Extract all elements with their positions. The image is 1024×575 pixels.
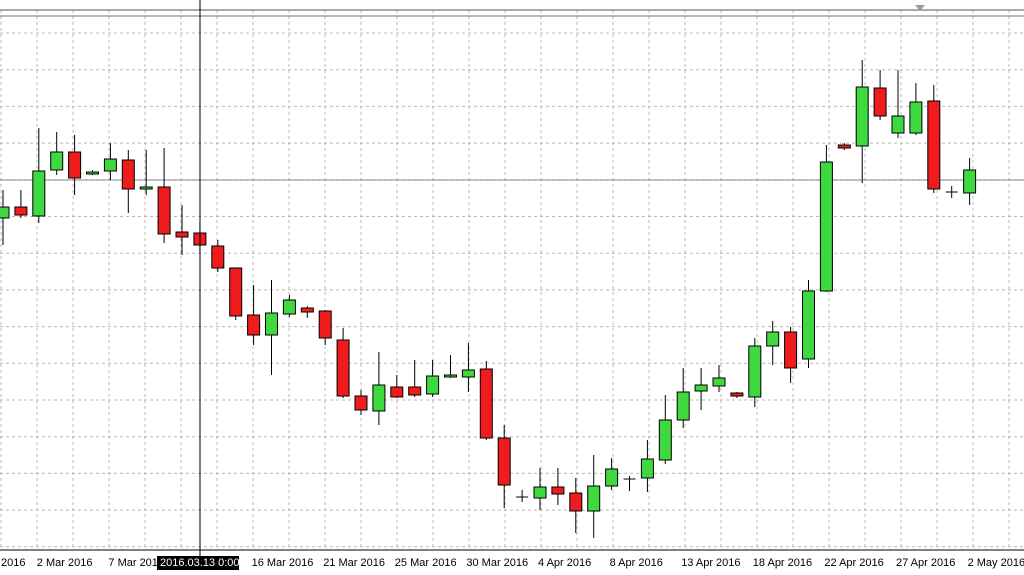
candle-body xyxy=(819,161,833,292)
candle-body xyxy=(372,384,386,412)
candle-body xyxy=(802,290,815,360)
candle-body xyxy=(479,368,493,439)
candle-body xyxy=(282,299,296,315)
candle-body xyxy=(426,375,440,395)
candle-body xyxy=(891,115,905,134)
x-tick-label: 18 Apr 2016 xyxy=(753,557,812,569)
candle-body xyxy=(229,267,243,317)
candle-body xyxy=(86,171,99,175)
x-labels: 2016 2 Mar 2016 7 Mar 2016 16 Mar 2016 21 Ma… xyxy=(1,557,1024,569)
x-tick-label: 4 Apr 2016 xyxy=(538,557,591,569)
shift-marker xyxy=(915,5,925,11)
candle-body xyxy=(909,101,923,134)
candle-body xyxy=(50,151,64,171)
x-tick-label: 21 Mar 2016 xyxy=(323,557,385,569)
candle-body xyxy=(497,437,511,486)
candle-body xyxy=(103,158,117,172)
candle-body xyxy=(766,331,780,347)
grid xyxy=(0,10,1024,550)
x-tick-label: 2016 xyxy=(1,557,25,569)
candle-body xyxy=(175,231,189,238)
candle-body xyxy=(569,492,583,512)
candle-body xyxy=(461,369,475,378)
candle-body xyxy=(533,486,547,499)
candle-body xyxy=(354,395,368,411)
candle-body xyxy=(855,86,869,147)
candle-body xyxy=(0,206,10,219)
candle-body xyxy=(837,144,851,149)
candle-body xyxy=(121,159,135,190)
candle-body xyxy=(730,392,744,397)
candle-body xyxy=(265,312,278,336)
candles xyxy=(0,60,977,538)
candle-body xyxy=(963,169,977,194)
candle-body xyxy=(68,151,82,179)
x-tick-label: 16 Mar 2016 xyxy=(252,557,314,569)
candle-body xyxy=(927,100,941,190)
candle-body xyxy=(390,386,404,398)
candle-body xyxy=(336,339,350,397)
candle-body xyxy=(551,486,565,495)
candle-body xyxy=(318,310,332,339)
candle-body xyxy=(139,186,153,190)
x-tick-label: 7 Mar 2016 xyxy=(108,557,164,569)
candle-body xyxy=(658,419,672,461)
x-tick-label: 30 Mar 2016 xyxy=(466,557,528,569)
candle-body xyxy=(605,468,619,487)
candle-body xyxy=(712,377,726,387)
x-tick-label: 2 May 2016 xyxy=(968,557,1024,569)
candle-body xyxy=(157,186,171,235)
candle-body xyxy=(211,245,225,269)
crosshair-label: 2016.03.13 0:00 xyxy=(160,557,240,569)
x-tick-label: 8 Apr 2016 xyxy=(610,557,663,569)
candle-body xyxy=(748,345,762,398)
candle-body xyxy=(444,374,457,378)
candle-body xyxy=(32,170,46,217)
candle-body xyxy=(873,87,887,117)
x-tick-label: 25 Mar 2016 xyxy=(395,557,457,569)
candle-body xyxy=(784,331,798,369)
candle-body xyxy=(640,458,654,479)
x-tick-label: 22 Apr 2016 xyxy=(824,557,883,569)
candle-body xyxy=(587,485,601,512)
x-tick-label: 27 Apr 2016 xyxy=(896,557,955,569)
candle-body xyxy=(247,314,261,336)
candle-body xyxy=(676,391,690,421)
candle-body xyxy=(408,386,422,396)
candle-body xyxy=(300,307,314,313)
candle-body xyxy=(694,384,708,392)
x-tick-label: 13 Apr 2016 xyxy=(681,557,740,569)
candle-body xyxy=(14,206,28,216)
x-tick-label: 2 Mar 2016 xyxy=(37,557,93,569)
crosshair-label-bg xyxy=(157,556,239,570)
